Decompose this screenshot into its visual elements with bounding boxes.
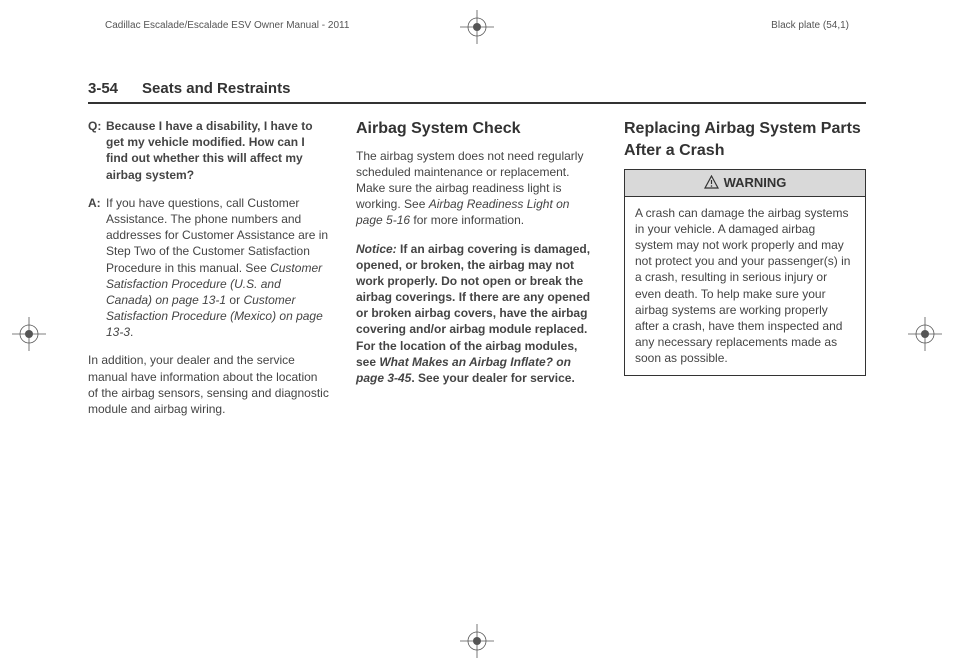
col2-para-1: The airbag system does not need regularl… — [356, 148, 598, 229]
header-left-text: Cadillac Escalade/Escalade ESV Owner Man… — [105, 20, 349, 31]
column-1: Q: Because I have a disability, I have t… — [88, 118, 330, 429]
header-right-text: Black plate (54,1) — [771, 20, 849, 31]
a-or: or — [226, 293, 243, 307]
warning-box: WARNING A crash can damage the airbag sy… — [624, 169, 866, 375]
col2-heading: Airbag System Check — [356, 118, 598, 140]
registration-mark-top — [460, 10, 494, 44]
warning-body: A crash can damage the airbag systems in… — [625, 197, 865, 375]
warning-triangle-icon — [704, 175, 719, 191]
notice-text-pre: If an airbag covering is damaged, opened… — [356, 242, 590, 369]
a-text: If you have questions, call Customer Ass… — [106, 196, 328, 340]
column-container: Q: Because I have a disability, I have t… — [88, 118, 866, 429]
col2-notice: Notice: If an airbag covering is damaged… — [356, 241, 598, 387]
q-text: Because I have a disability, I have to g… — [106, 119, 313, 182]
warning-header: WARNING — [625, 170, 865, 197]
a-label: A: — [88, 195, 106, 211]
section-title: Seats and Restraints — [142, 80, 290, 97]
col1-addendum: In addition, your dealer and the service… — [88, 352, 330, 417]
a-period: . — [130, 325, 133, 339]
qa-answer: A: If you have questions, call Customer … — [88, 195, 330, 341]
column-2: Airbag System Check The airbag system do… — [356, 118, 598, 429]
registration-mark-bottom — [460, 624, 494, 658]
page-number: 3-54 — [88, 80, 118, 97]
q-label: Q: — [88, 118, 106, 134]
col3-heading: Replacing Airbag System Parts After a Cr… — [624, 118, 866, 161]
col2-p1-post: for more information. — [410, 213, 524, 227]
page-header-bar: 3-54 Seats and Restraints — [88, 80, 866, 104]
warning-label: WARNING — [724, 174, 787, 192]
registration-mark-right — [908, 317, 942, 351]
notice-label: Notice: — [356, 242, 397, 256]
qa-question: Q: Because I have a disability, I have t… — [88, 118, 330, 183]
notice-text-post: . See your dealer for service. — [411, 371, 574, 385]
page-content: 3-54 Seats and Restraints Q: Because I ha… — [88, 80, 866, 429]
page-header-text: 3-54 Seats and Restraints — [88, 80, 290, 97]
column-3: Replacing Airbag System Parts After a Cr… — [624, 118, 866, 429]
registration-mark-left — [12, 317, 46, 351]
